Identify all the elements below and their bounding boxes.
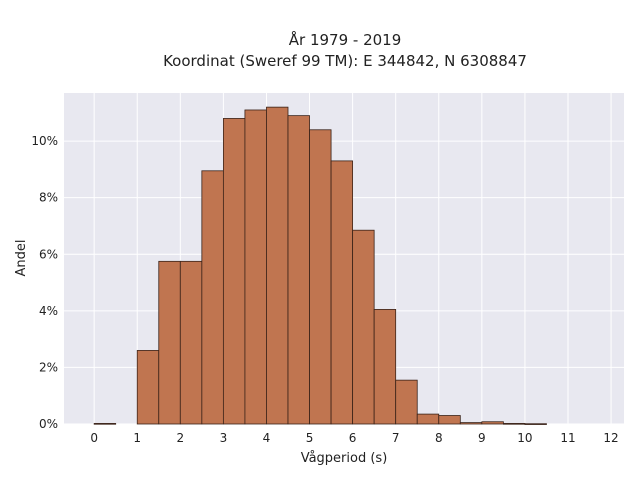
histogram-bar [93, 423, 117, 425]
histogram-bar [136, 350, 160, 425]
histogram-bar [373, 309, 397, 425]
chart-title-line1: År 1979 - 2019 [289, 30, 402, 49]
histogram-bar [416, 413, 440, 425]
histogram-bar [179, 260, 203, 425]
y-tick-label: 6% [39, 247, 58, 261]
histogram-bar [352, 229, 375, 425]
histogram-bar [309, 129, 332, 425]
x-tick-label: 8 [435, 431, 443, 445]
histogram-bars [93, 106, 547, 425]
x-tick-label: 6 [349, 431, 357, 445]
histogram-bar [459, 422, 483, 425]
y-tick-label: 8% [39, 191, 58, 205]
x-axis-label: Vågperiod (s) [301, 451, 388, 466]
histogram-bar [266, 106, 289, 425]
y-axis-ticks: 0% 2% 4% 6% 8% 10% [31, 134, 58, 431]
histogram-bar [222, 118, 246, 425]
x-tick-label: 5 [306, 431, 314, 445]
histogram-bar [158, 260, 181, 425]
y-tick-label: 4% [39, 304, 58, 318]
x-tick-label: 3 [220, 431, 228, 445]
histogram-bar [524, 423, 547, 425]
histogram-bar [330, 160, 354, 425]
x-tick-label: 4 [263, 431, 271, 445]
chart-title-line2: Koordinat (Sweref 99 TM): E 344842, N 63… [163, 52, 527, 70]
y-axis-label: Andel [14, 240, 29, 277]
x-tick-label: 1 [133, 431, 141, 445]
x-tick-label: 11 [560, 431, 575, 445]
x-tick-label: 10 [517, 431, 532, 445]
x-tick-label: 12 [603, 431, 618, 445]
histogram-bar [201, 170, 224, 425]
histogram-bar [438, 415, 461, 425]
x-tick-label: 2 [176, 431, 184, 445]
x-axis-ticks: 0 1 2 3 4 5 6 7 8 9 10 11 12 [90, 431, 618, 445]
y-tick-label: 10% [31, 134, 58, 148]
y-tick-label: 0% [39, 417, 58, 431]
histogram-bar [502, 423, 526, 425]
histogram-bar [395, 379, 418, 425]
x-tick-label: 7 [392, 431, 400, 445]
x-tick-label: 0 [90, 431, 98, 445]
y-tick-label: 2% [39, 360, 58, 374]
histogram-bar [287, 115, 310, 425]
histogram-bar [244, 109, 267, 425]
x-tick-label: 9 [478, 431, 486, 445]
histogram-bar [481, 421, 504, 425]
